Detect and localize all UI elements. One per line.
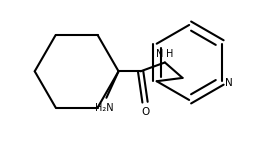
Text: H₂N: H₂N <box>95 103 114 113</box>
Text: N: N <box>157 49 164 59</box>
Text: H: H <box>166 49 173 59</box>
Text: N: N <box>225 78 233 88</box>
Text: O: O <box>141 107 149 117</box>
